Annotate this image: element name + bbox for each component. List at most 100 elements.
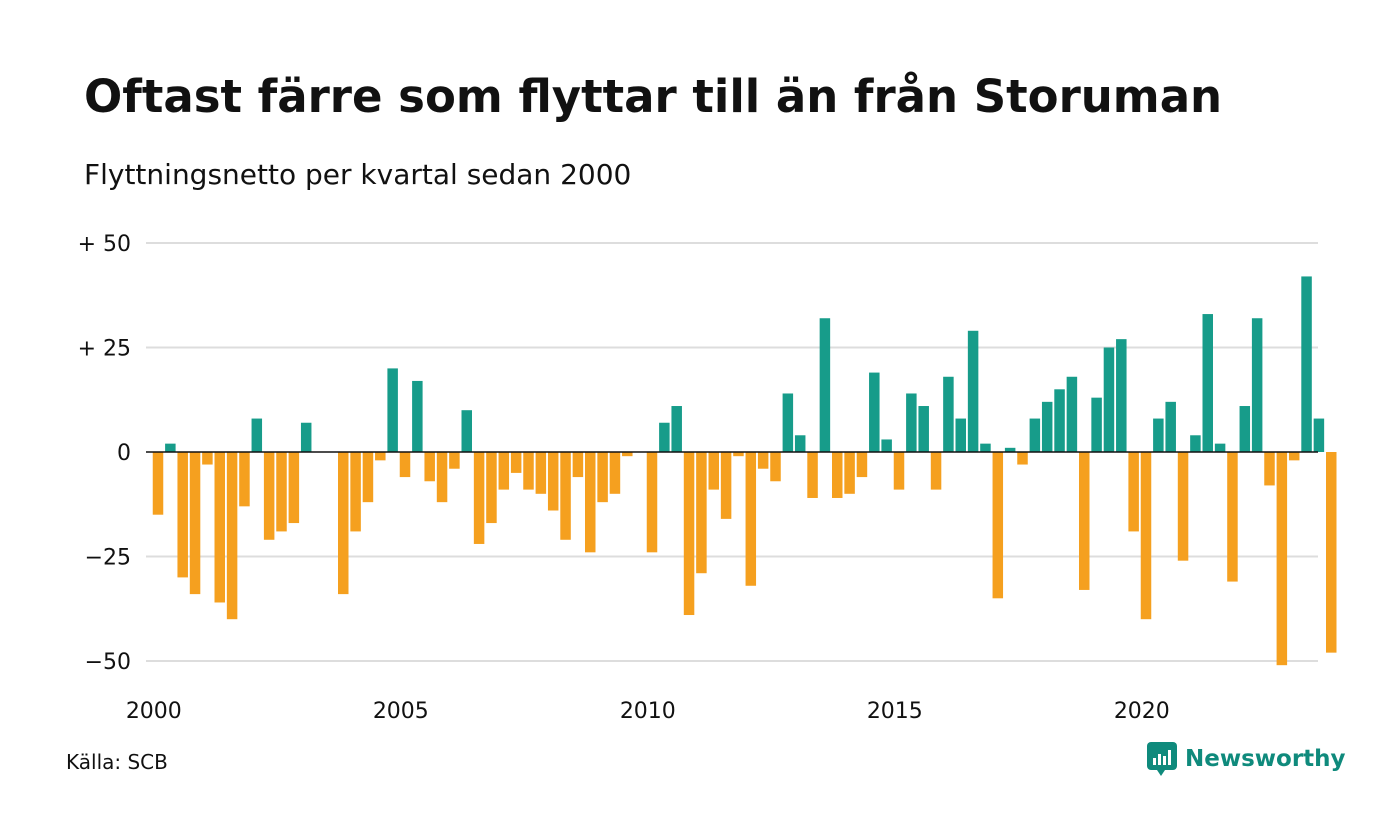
bar bbox=[572, 452, 584, 478]
bar bbox=[733, 452, 744, 457]
bar bbox=[1288, 452, 1300, 461]
bar bbox=[893, 452, 905, 490]
bar bbox=[1153, 418, 1164, 452]
bar bbox=[338, 452, 349, 595]
bar bbox=[412, 380, 423, 452]
bar bbox=[424, 452, 435, 482]
bar bbox=[955, 418, 966, 452]
bar bbox=[782, 393, 794, 452]
bar bbox=[1239, 406, 1251, 452]
bar bbox=[1017, 452, 1028, 465]
bar bbox=[1301, 276, 1312, 452]
bar bbox=[1004, 447, 1016, 452]
bar bbox=[523, 452, 534, 490]
bar bbox=[696, 452, 707, 574]
bar bbox=[1128, 452, 1139, 532]
bar bbox=[1116, 339, 1127, 452]
bar bbox=[646, 452, 658, 553]
bar bbox=[943, 376, 954, 452]
bar bbox=[1079, 452, 1090, 590]
bar bbox=[918, 406, 929, 452]
chart-title: Oftast färre som flyttar till än från St… bbox=[84, 70, 1223, 123]
bar bbox=[1227, 452, 1238, 582]
brand-logo: Newsworthy bbox=[1147, 742, 1346, 776]
bar bbox=[1091, 397, 1102, 452]
bar-layer bbox=[152, 276, 1337, 666]
bar bbox=[486, 452, 497, 524]
bar bbox=[560, 452, 571, 540]
bar bbox=[708, 452, 719, 490]
y-tick-label: −25 bbox=[85, 546, 131, 571]
chart-subtitle: Flyttningsnetto per kvartal sedan 2000 bbox=[84, 158, 632, 191]
bar bbox=[597, 452, 608, 503]
bar bbox=[720, 452, 732, 519]
bar bbox=[189, 452, 201, 595]
bar bbox=[1264, 452, 1275, 486]
bar bbox=[906, 393, 917, 452]
bar bbox=[1177, 452, 1189, 561]
bar bbox=[683, 452, 695, 616]
bar bbox=[585, 452, 596, 553]
bar bbox=[1214, 443, 1226, 452]
bar bbox=[461, 410, 472, 452]
bar bbox=[152, 452, 164, 515]
bar bbox=[300, 422, 312, 452]
bar bbox=[1103, 347, 1115, 452]
bar bbox=[288, 452, 300, 524]
source-note: Källa: SCB bbox=[66, 750, 168, 774]
bar bbox=[1251, 318, 1263, 452]
x-tick-label: 2000 bbox=[126, 699, 182, 724]
bar bbox=[387, 368, 398, 452]
bar bbox=[498, 452, 510, 490]
bar bbox=[350, 452, 361, 532]
bar bbox=[263, 452, 275, 540]
bar bbox=[671, 406, 682, 452]
bar bbox=[1041, 401, 1053, 452]
bar bbox=[930, 452, 942, 490]
bar bbox=[980, 443, 991, 452]
bar bbox=[1190, 435, 1201, 452]
x-tick-label: 2005 bbox=[373, 699, 429, 724]
x-tick-label: 2015 bbox=[867, 699, 923, 724]
x-tick-labels: 2000 2005 2010 2015 2020 bbox=[126, 699, 1170, 724]
bar bbox=[547, 452, 559, 511]
y-tick-label: + 25 bbox=[78, 337, 131, 362]
bar bbox=[659, 422, 670, 452]
bar bbox=[1165, 401, 1176, 452]
y-tick-label: + 50 bbox=[78, 232, 131, 257]
bar bbox=[436, 452, 448, 503]
bar bbox=[239, 452, 250, 507]
bar bbox=[770, 452, 781, 482]
bar bbox=[832, 452, 843, 498]
bar bbox=[609, 452, 621, 494]
bar bbox=[375, 452, 386, 461]
bar bbox=[214, 452, 225, 603]
bar bbox=[1313, 418, 1325, 452]
bar bbox=[535, 452, 547, 494]
bar bbox=[1276, 452, 1288, 666]
y-tick-label: −50 bbox=[85, 650, 131, 675]
y-tick-label: 0 bbox=[117, 441, 131, 466]
bar bbox=[1140, 452, 1152, 620]
bar bbox=[807, 452, 818, 498]
bar bbox=[1066, 376, 1078, 452]
bar bbox=[869, 372, 880, 452]
bar bbox=[819, 318, 831, 452]
bar bbox=[757, 452, 769, 469]
bar bbox=[1029, 418, 1041, 452]
bar bbox=[449, 452, 460, 469]
x-tick-label: 2010 bbox=[620, 699, 676, 724]
bar bbox=[510, 452, 522, 473]
bar bbox=[473, 452, 485, 544]
bar bbox=[362, 452, 374, 503]
bar bbox=[1202, 314, 1213, 452]
bar bbox=[844, 452, 855, 494]
brand-name: Newsworthy bbox=[1185, 746, 1346, 772]
bar-chart: + 50 + 25 0 −25 −50 2000 2005 2010 2015 2020 bbox=[78, 232, 1337, 724]
bar bbox=[226, 452, 238, 620]
bar bbox=[794, 435, 806, 452]
bar bbox=[1054, 389, 1065, 452]
bar bbox=[399, 452, 411, 478]
y-tick-labels: + 50 + 25 0 −25 −50 bbox=[78, 232, 131, 675]
bar bbox=[202, 452, 213, 465]
